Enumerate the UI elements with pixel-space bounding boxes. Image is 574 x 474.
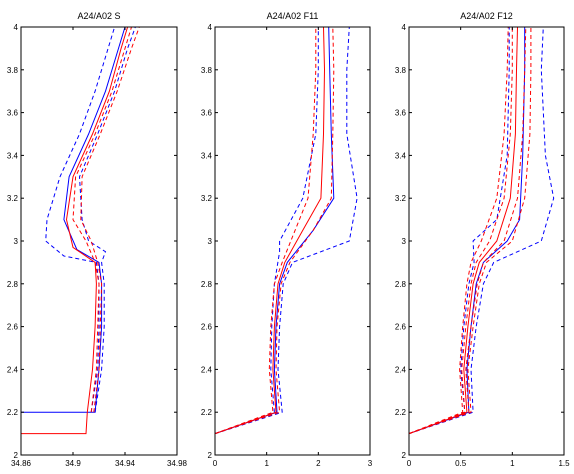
y-tick-label: 2.6: [201, 323, 213, 332]
series-line-2: [215, 27, 319, 435]
chart-title: A24/A02 F12: [460, 11, 513, 21]
x-tick-label: 1: [264, 459, 269, 468]
chart-panel-2: 2 2.2 2.4 2.6 2.8 3 3.2 3.4 3.6 3.8 4 0 1 2 3 A24/A02 F…: [201, 11, 373, 468]
y-tick-label: 2: [208, 451, 213, 460]
y-tick-label: 2.6: [395, 323, 407, 332]
x-tick-label: 34.98: [167, 459, 188, 468]
y-tick-label: 3.6: [201, 109, 213, 118]
series-line-5: [72, 27, 132, 413]
y-tick-label: 3.4: [201, 151, 213, 160]
y-tick-label: 2.2: [201, 408, 213, 417]
y-tick-label: 2.2: [7, 408, 19, 417]
chart-panel-3: 2 2.2 2.4 2.6 2.8 3 3.2 3.4 3.6 3.8 4 0 0.5 1 1.5 A24/A…: [395, 11, 570, 468]
y-tick-label: 3.2: [7, 194, 19, 203]
series-line-5: [409, 27, 509, 435]
y-tick-label: 3: [14, 237, 19, 246]
chart-title: A24/A02 F11: [267, 11, 319, 21]
y-tick-label: 2.4: [7, 365, 19, 374]
series-line-4: [409, 27, 518, 435]
x-tick-label: 1: [510, 459, 515, 468]
series-line-3: [78, 27, 136, 413]
y-tick-label: 2: [402, 451, 407, 460]
series-line-1: [215, 27, 335, 435]
series-line-6: [215, 27, 335, 435]
chart-panel-1: 2 2.2 2.4 2.6 2.8 3 3.2 3.4 3.6 3.8 4 34.86 34.9 34.9…: [7, 11, 188, 468]
y-tick-label: 3: [208, 237, 213, 246]
series-group: [21, 27, 140, 435]
y-tick-label: 3.4: [7, 151, 19, 160]
y-tick-label: 2.4: [201, 365, 213, 374]
y-tick-label: 3.6: [395, 109, 407, 118]
y-tick-label: 4: [208, 23, 213, 32]
series-line-8: [409, 27, 532, 435]
series-line-2: [45, 27, 116, 413]
y-tick-label: 2.4: [395, 365, 407, 374]
y-tick-label: 4: [402, 23, 407, 32]
x-tick-label: 0: [213, 459, 218, 468]
x-tick-label: 0.5: [455, 459, 467, 468]
y-tick-label: 3: [402, 237, 407, 246]
y-tick-label: 2.6: [7, 323, 19, 332]
x-tick-label: 3: [368, 459, 373, 468]
series-line-4: [215, 27, 326, 435]
series-line-6: [409, 27, 513, 435]
y-tick-label: 2.8: [7, 280, 19, 289]
series-line-1: [409, 27, 526, 435]
y-tick-label: 3.6: [7, 109, 19, 118]
y-tick-label: 3.2: [201, 194, 213, 203]
y-tick-label: 2.8: [395, 280, 407, 289]
x-tick-label: 34.9: [65, 459, 81, 468]
y-tick-label: 3.8: [7, 66, 19, 75]
y-tick-label: 3.8: [201, 66, 213, 75]
y-tick-label: 3.8: [395, 66, 407, 75]
x-tick-label: 0: [407, 459, 412, 468]
x-tick-label: 2: [316, 459, 321, 468]
y-tick-label: 2: [14, 451, 19, 460]
y-tick-label: 3.2: [395, 194, 407, 203]
series-line-5: [215, 27, 317, 435]
y-tick-label: 2.8: [201, 280, 213, 289]
x-tick-label: 34.94: [115, 459, 136, 468]
series-group: [409, 27, 555, 435]
x-tick-label: 1.5: [558, 459, 570, 468]
series-line-7: [409, 27, 527, 435]
series-line-2: [409, 27, 510, 435]
y-tick-label: 2.2: [395, 408, 407, 417]
y-tick-label: 4: [14, 23, 19, 32]
series-line-4: [21, 27, 129, 435]
series-line-3: [215, 27, 358, 435]
chart-title: A24/A02 S: [77, 11, 120, 21]
series-group: [215, 27, 358, 435]
series-line-6: [80, 27, 140, 413]
x-tick-label: 34.86: [11, 459, 32, 468]
y-tick-label: 3.4: [395, 151, 407, 160]
series-line-3: [409, 27, 555, 435]
